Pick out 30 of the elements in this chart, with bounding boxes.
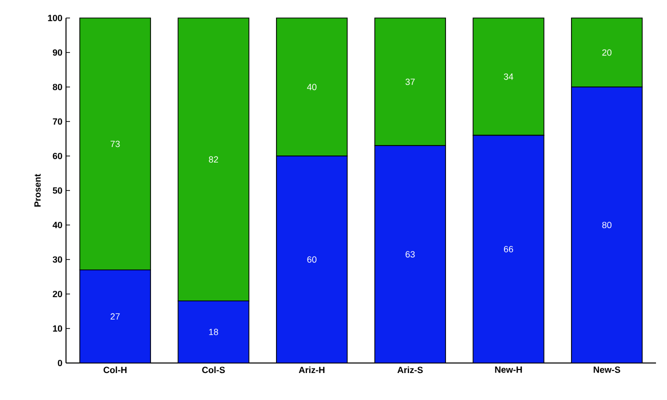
data-label: 63 [406,251,415,258]
data-label: 60 [307,256,316,263]
y-tick-label: 40 [52,222,62,228]
y-tick-label: 30 [52,256,62,263]
data-label: 34 [504,73,514,80]
data-label: 27 [110,313,120,320]
y-tick-label: 50 [52,187,62,194]
x-tick-label: New-H [495,366,522,373]
y-axis-title: Prosent [34,174,41,207]
data-label: 20 [602,49,612,56]
x-tick-label: Ariz-S [397,366,423,374]
y-tick-label: 70 [52,118,62,125]
y-tick-label: 80 [52,84,62,90]
x-tick-label: New-S [594,366,620,373]
data-label: 66 [504,246,514,252]
y-tick-label: 90 [52,49,62,56]
x-tick-label: Col-S [202,366,225,374]
data-label: 40 [307,84,316,90]
data-label: 18 [209,328,218,336]
x-tick-label: Ariz-H [298,366,324,374]
y-tick-label: 0 [58,360,62,366]
y-tick-label: 100 [48,14,62,22]
data-label: 73 [110,140,120,148]
data-label: 37 [406,78,415,85]
data-label: 82 [208,156,218,163]
y-tick-label: 60 [52,152,62,160]
y-tick-label: 20 [52,290,62,298]
data-label: 80 [602,222,612,228]
x-tick-label: Col-H [104,366,127,374]
y-tick-label: 10 [53,325,62,332]
